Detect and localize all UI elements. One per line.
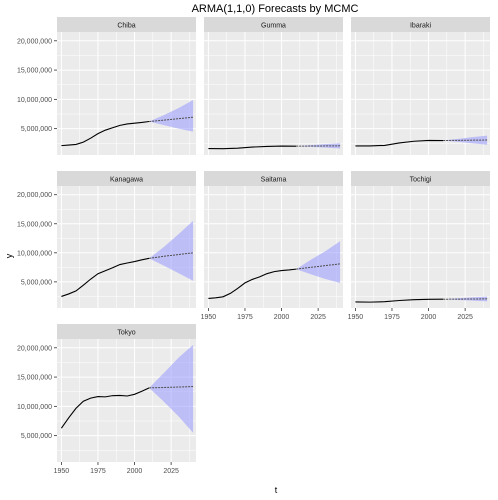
y-tick-label: 15,000,000 [17, 221, 52, 228]
observed-line-saitama [208, 268, 297, 299]
forecast-line-tokyo [149, 386, 194, 389]
x-tick-label: 2025 [310, 314, 326, 321]
strip-tokyo [57, 324, 196, 339]
x-tick-label: 1950 [54, 468, 70, 475]
panel-ibaraki: Ibaraki [351, 17, 490, 155]
panel-background [57, 32, 196, 155]
y-tick-label: 5,000,000 [21, 279, 52, 286]
x-tick-label: 2025 [457, 314, 473, 321]
x-tick-label: 2000 [421, 314, 437, 321]
x-tick-label: 1975 [90, 468, 106, 475]
forecast-line-kanagawa [149, 252, 194, 259]
y-tick-label: 20,000,000 [17, 192, 52, 199]
forecast-band-kanagawa [149, 220, 194, 281]
forecast-line-chiba [149, 116, 194, 122]
observed-line-kanagawa [61, 257, 150, 297]
y-tick-label: 10,000,000 [17, 404, 52, 411]
strip-label-kanagawa: Kanagawa [110, 177, 143, 184]
panel-chiba: Chiba 5,000,000 10,000,000 15,000,000 20,000… [17, 17, 196, 155]
x-tick-label: 1950 [348, 314, 364, 321]
panel-background [351, 32, 490, 155]
forecast-line-ibaraki [443, 139, 488, 142]
strip-label-saitama: Saitama [261, 177, 287, 184]
observed-line-tochigi [355, 298, 444, 303]
observed-line-gumma [208, 145, 297, 150]
strip-chiba [57, 17, 196, 32]
x-tick-label: 1950 [201, 314, 217, 321]
strip-label-tokyo: Tokyo [117, 330, 135, 337]
forecast-line-saitama [296, 263, 341, 270]
panel-tochigi: Tochigi 1950 1975 2000 2025 [348, 171, 490, 321]
y-tick-label: 15,000,000 [17, 68, 52, 75]
y-tick-label: 5,000,000 [21, 126, 52, 133]
forecast-band-tokyo [149, 344, 194, 433]
observed-line-chiba [61, 120, 150, 147]
panel-background [351, 186, 490, 308]
y-tick-label: 15,000,000 [17, 375, 52, 382]
y-tick-label: 20,000,000 [17, 38, 52, 45]
panel-kanagawa: Kanagawa 5,000,000 10,000,000 15,000,000 20,… [17, 171, 196, 308]
x-tick-label: 2025 [163, 468, 179, 475]
strip-kanagawa [57, 171, 196, 186]
forecast-band-saitama [296, 241, 341, 284]
panel-gumma: Gumma [204, 17, 343, 155]
strip-label-ibaraki: Ibaraki [410, 23, 431, 30]
y-axis-title: y [4, 253, 14, 258]
observed-line-ibaraki [355, 139, 444, 147]
strip-label-chiba: Chiba [117, 23, 135, 30]
panel-background [204, 32, 343, 155]
y-tick-label: 10,000,000 [17, 97, 52, 104]
x-tick-label: 1975 [237, 314, 253, 321]
panel-background [204, 186, 343, 308]
chart-title: ARMA(1,1,0) Forecasts by MCMC [192, 3, 359, 15]
panel-saitama: Saitama 1950 1975 2000 2025 [201, 171, 343, 321]
y-tick-label: 20,000,000 [17, 345, 52, 352]
x-tick-label: 2000 [127, 468, 143, 475]
x-tick-label: 2000 [274, 314, 290, 321]
strip-gumma [204, 17, 343, 32]
strip-tochigi [351, 171, 490, 186]
strip-ibaraki [351, 17, 490, 32]
observed-line-tokyo [60, 387, 150, 429]
strip-saitama [204, 171, 343, 186]
strip-label-tochigi: Tochigi [410, 177, 432, 184]
y-tick-label: 10,000,000 [17, 250, 52, 257]
x-axis-title: t [275, 485, 278, 495]
x-tick-label: 1975 [384, 314, 400, 321]
y-tick-label: 5,000,000 [21, 433, 52, 440]
panel-tokyo: Tokyo 5,000,000 10,000,000 15,000,000 20,000… [17, 324, 196, 475]
strip-label-gumma: Gumma [261, 23, 286, 30]
forecast-band-chiba [149, 99, 194, 132]
facet-panels: Chiba 5,000,000 10,000,000 15,000,000 20,000… [17, 17, 490, 475]
